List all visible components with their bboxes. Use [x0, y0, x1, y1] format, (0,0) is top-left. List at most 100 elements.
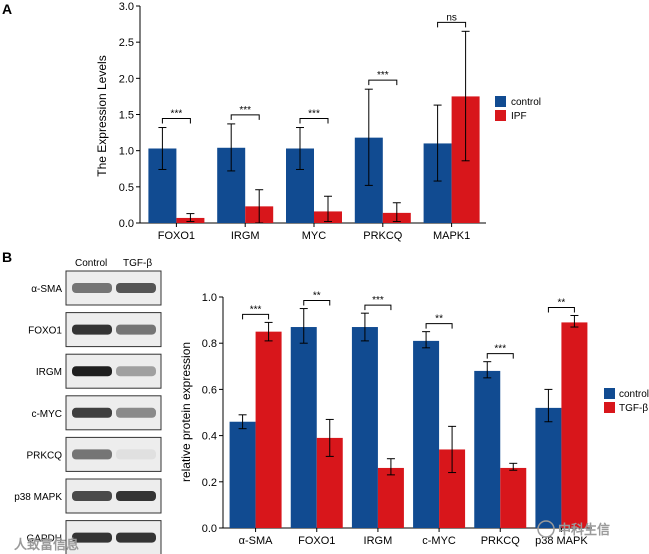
- x-tick-label-b-2: IRGM: [364, 535, 393, 547]
- bar-b-control-3: [413, 340, 440, 528]
- sig-bracket-a-1: [230, 114, 260, 120]
- legend-b-swatch-treated: [604, 402, 615, 413]
- sig-label-b-3: **: [435, 314, 443, 325]
- blot-row-label-0: α-SMA: [31, 284, 62, 295]
- y-tick-label-b-4: 0.8: [202, 338, 217, 350]
- blot-row-label-6: GAPDH: [26, 534, 62, 545]
- blot-band-control-3: [72, 407, 112, 418]
- sig-label-a-0: ***: [171, 109, 183, 120]
- bar-b-control-1: [290, 327, 317, 528]
- sig-bracket-a-4: [437, 21, 467, 28]
- sig-bracket-a-2: [299, 118, 329, 124]
- y-tick-label-b-3: 0.6: [202, 384, 217, 396]
- blot-band-treated-4: [116, 449, 156, 460]
- blot-band-treated-0: [116, 283, 156, 293]
- blot-band-control-6: [72, 532, 112, 543]
- y-axis-title-b: relative protein expression: [179, 342, 193, 482]
- x-tick-label-a-1: IRGM: [231, 230, 260, 242]
- legend-b-label-control: control: [619, 389, 649, 400]
- legend-b: control TGF-β: [604, 388, 649, 414]
- y-tick-label-b-0: 0.0: [202, 523, 217, 535]
- sig-label-a-4: ns: [446, 12, 457, 23]
- blot-band-control-4: [72, 449, 112, 460]
- sig-bracket-b-1: [303, 300, 331, 306]
- sig-label-b-2: ***: [372, 295, 384, 306]
- watermark-right: 中科生信: [558, 522, 610, 537]
- blot-row-label-5: p38 MAPK: [14, 492, 62, 503]
- legend-a-label-ipf: IPF: [511, 111, 527, 122]
- x-tick-label-b-1: FOXO1: [298, 535, 335, 547]
- x-tick-label-b-3: c-MYC: [422, 535, 456, 547]
- sig-bracket-b-2: [364, 304, 392, 311]
- x-tick-label-b-4: PRKCQ: [481, 535, 521, 547]
- x-tick-label-a-3: PRKCQ: [363, 230, 403, 242]
- y-tick-label-b-2: 0.4: [202, 431, 217, 443]
- sig-label-b-4: ***: [494, 344, 506, 355]
- blot-band-treated-5: [116, 491, 156, 501]
- y-tick-label-a-1: 0.5: [119, 182, 134, 194]
- watermark-right-group: 中科生信: [537, 520, 610, 538]
- legend-a-swatch-control: [495, 96, 506, 107]
- panel-label-a: A: [2, 1, 12, 17]
- sig-bracket-a-0: [161, 118, 191, 124]
- blot-row-label-2: IRGM: [36, 367, 62, 378]
- legend-a: control IPF: [495, 96, 541, 122]
- x-tick-label-a-0: FOXO1: [158, 230, 195, 242]
- x-tick-label-a-2: MYC: [302, 230, 327, 242]
- blot-row-label-4: PRKCQ: [26, 450, 62, 461]
- blot-band-treated-3: [116, 407, 156, 418]
- sig-bracket-a-3: [368, 79, 398, 86]
- bar-b-control-2: [351, 327, 378, 528]
- x-tick-label-b-0: α-SMA: [239, 535, 274, 547]
- sig-bracket-b-3: [425, 323, 453, 329]
- blot-rows: α-SMA FOXO1 IRGM c-MYC PRKCQ p38 MAPK GAPDH: [14, 270, 162, 554]
- sig-label-b-0: ***: [250, 304, 262, 315]
- blot-column-treated: TGF-β: [123, 258, 152, 269]
- sig-bracket-b-4: [486, 353, 514, 359]
- chart-b: relative protein expression 0.0 0.2 0.4 0.6…: [179, 291, 649, 547]
- blot-band-treated-2: [116, 366, 156, 377]
- bar-b-tgf-5: [561, 322, 588, 528]
- y-tick-label-a-2: 1.0: [119, 146, 134, 158]
- watermark-logo-icon: [537, 520, 555, 538]
- y-tick-label-a-5: 2.5: [119, 37, 134, 49]
- legend-a-label-control: control: [511, 97, 541, 108]
- sig-label-a-3: ***: [377, 70, 389, 81]
- watermark-left: 人致富信息: [14, 537, 79, 552]
- chart-a-marks: 0.0 0.5 1.0 1.5 2.0 2.5 3.0 FOXO1 *** IRGM *** MYC *…: [119, 1, 486, 242]
- legend-b-swatch-control: [604, 388, 615, 399]
- blot-band-control-2: [72, 366, 112, 377]
- sig-bracket-b-0: [242, 313, 270, 320]
- x-tick-label-b-5: p38 MAPK: [535, 535, 588, 547]
- legend-a-swatch-ipf: [495, 110, 506, 121]
- blot-band-control-0: [72, 283, 112, 293]
- chart-b-marks: 0.00.20.40.60.81.0α-SMA***FOXO1**IRGM***…: [202, 291, 592, 547]
- sig-label-a-2: ***: [308, 109, 320, 120]
- y-tick-label-a-6: 3.0: [119, 1, 134, 13]
- sig-label-a-1: ***: [239, 105, 251, 116]
- y-tick-label-a-3: 1.5: [119, 110, 134, 122]
- blot-band-treated-6: [116, 532, 156, 543]
- blot-band-treated-1: [116, 324, 156, 335]
- y-tick-label-a-4: 2.0: [119, 73, 134, 85]
- blot-row-label-3: c-MYC: [31, 409, 62, 420]
- blot-column-control: Control: [75, 258, 107, 269]
- bar-b-tgf-4: [500, 467, 527, 528]
- y-tick-label-a-0: 0.0: [119, 218, 134, 230]
- y-tick-label-b-1: 0.2: [202, 477, 217, 489]
- legend-b-label-treated: TGF-β: [619, 403, 648, 414]
- y-tick-label-b-5: 1.0: [202, 292, 217, 304]
- bar-b-tgf-2: [377, 467, 404, 528]
- western-blot: Control TGF-β α-SMA FOXO1 IRGM c-MYC PRKCQ p3…: [14, 258, 162, 554]
- panel-label-b: B: [2, 249, 12, 265]
- sig-bracket-b-5: [547, 306, 575, 313]
- y-axis-title-a: The Expression Levels: [95, 55, 109, 176]
- bar-b-control-5: [535, 407, 562, 528]
- blot-band-control-1: [72, 324, 112, 335]
- x-tick-label-a-4: MAPK1: [433, 230, 470, 242]
- sig-label-b-1: **: [313, 291, 321, 302]
- bar-b-control-0: [229, 421, 256, 528]
- blot-band-control-5: [72, 491, 112, 501]
- blot-row-label-1: FOXO1: [28, 326, 62, 337]
